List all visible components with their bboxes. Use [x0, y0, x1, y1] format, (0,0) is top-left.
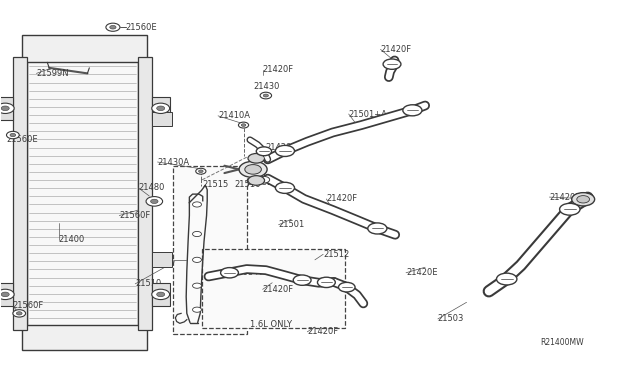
Text: 21420F: 21420F	[262, 65, 294, 74]
Circle shape	[577, 196, 589, 203]
Circle shape	[497, 273, 517, 285]
Text: 21400: 21400	[59, 235, 85, 244]
Circle shape	[245, 164, 261, 174]
Circle shape	[0, 103, 14, 113]
Circle shape	[6, 131, 19, 139]
Circle shape	[152, 103, 170, 113]
Circle shape	[193, 202, 202, 207]
Circle shape	[196, 168, 206, 174]
Text: 21420F: 21420F	[262, 285, 294, 294]
Circle shape	[193, 307, 202, 312]
Circle shape	[0, 289, 14, 299]
Text: R21400MW: R21400MW	[540, 339, 584, 347]
Circle shape	[403, 105, 422, 116]
Text: 21420F: 21420F	[307, 327, 339, 336]
Circle shape	[339, 282, 355, 292]
Bar	[27, 61, 138, 326]
Circle shape	[109, 25, 116, 29]
Bar	[13, 57, 27, 330]
Text: 21510: 21510	[135, 279, 161, 288]
Circle shape	[248, 154, 264, 163]
Circle shape	[248, 176, 264, 185]
Text: 21501+A: 21501+A	[349, 109, 388, 119]
Text: 21503: 21503	[438, 314, 464, 323]
Text: 21560F: 21560F	[13, 301, 44, 311]
Text: 21430: 21430	[253, 82, 280, 91]
Circle shape	[293, 275, 311, 285]
Bar	[152, 253, 172, 267]
Circle shape	[152, 289, 170, 299]
Circle shape	[221, 267, 239, 278]
Bar	[22, 325, 147, 350]
Circle shape	[317, 277, 335, 288]
Text: 21420F: 21420F	[266, 143, 297, 152]
Circle shape	[368, 223, 387, 234]
Circle shape	[275, 182, 294, 193]
Text: 21480: 21480	[138, 183, 164, 192]
Circle shape	[193, 231, 202, 237]
Circle shape	[198, 170, 203, 173]
Text: 21560E: 21560E	[125, 23, 157, 32]
Text: 21432: 21432	[246, 178, 273, 187]
Text: 21430A: 21430A	[157, 157, 189, 167]
Text: 21501: 21501	[278, 220, 305, 229]
Circle shape	[13, 310, 26, 317]
Bar	[152, 96, 170, 120]
Bar	[152, 283, 170, 306]
Circle shape	[106, 23, 120, 31]
Text: 21420F: 21420F	[381, 45, 412, 54]
Text: 21420E: 21420E	[406, 268, 438, 277]
Bar	[22, 35, 147, 62]
Text: 21516: 21516	[234, 180, 260, 189]
Bar	[0, 96, 13, 120]
Circle shape	[193, 283, 202, 288]
Circle shape	[559, 203, 580, 215]
Circle shape	[256, 147, 271, 156]
Text: 1.6L ONLY: 1.6L ONLY	[250, 320, 292, 329]
Circle shape	[157, 106, 164, 110]
Circle shape	[275, 145, 294, 157]
Text: 21420F: 21420F	[326, 195, 358, 203]
Bar	[138, 57, 152, 330]
Circle shape	[193, 257, 202, 262]
Circle shape	[260, 92, 271, 99]
Text: 21503+A: 21503+A	[228, 268, 267, 277]
Bar	[173, 166, 246, 334]
Circle shape	[239, 122, 248, 128]
Circle shape	[150, 199, 158, 203]
Bar	[152, 112, 172, 126]
Circle shape	[157, 292, 164, 297]
Circle shape	[1, 292, 9, 297]
Circle shape	[383, 59, 401, 69]
Bar	[0, 283, 13, 306]
Text: 21410A: 21410A	[218, 111, 250, 121]
Circle shape	[572, 193, 595, 206]
Circle shape	[263, 94, 268, 97]
Circle shape	[241, 124, 246, 126]
Circle shape	[10, 134, 16, 137]
Bar	[202, 249, 346, 328]
Text: 21599N: 21599N	[36, 69, 69, 78]
Text: 21515: 21515	[202, 180, 228, 189]
Circle shape	[1, 106, 9, 110]
Text: 21560F: 21560F	[119, 211, 150, 220]
Text: 21512: 21512	[323, 250, 349, 259]
Circle shape	[258, 176, 269, 183]
Text: 21420F: 21420F	[549, 193, 580, 202]
Circle shape	[239, 161, 267, 177]
Circle shape	[146, 196, 163, 206]
Text: 21560E: 21560E	[6, 135, 38, 144]
Circle shape	[17, 312, 22, 315]
